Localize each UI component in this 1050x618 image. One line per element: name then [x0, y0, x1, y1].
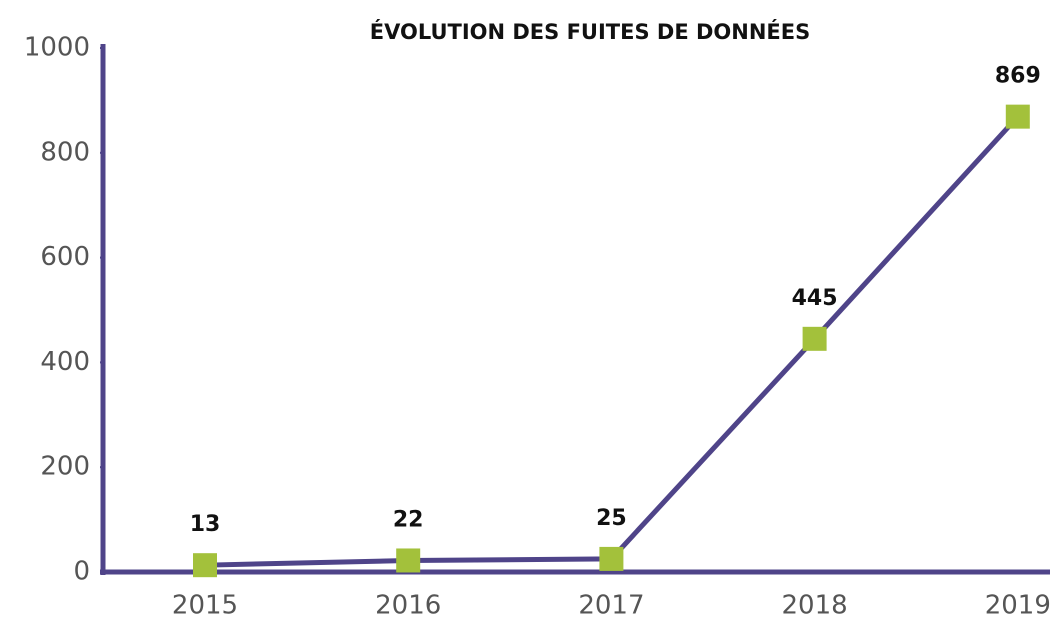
marker	[599, 546, 624, 571]
data-label: 22	[393, 507, 424, 532]
data-label: 445	[792, 286, 838, 311]
marker	[193, 553, 217, 578]
data-label: 13	[190, 512, 221, 537]
y-tick-label: 800	[40, 137, 90, 167]
y-tick-label: 600	[40, 242, 90, 272]
marker	[802, 326, 827, 351]
data-label: 25	[596, 506, 627, 531]
y-tick-label: 0	[73, 557, 90, 587]
chart-title: ÉVOLUTION DES FUITES DE DONNÉES	[370, 19, 811, 44]
data-line	[204, 114, 1020, 568]
y-tick-label: 400	[40, 347, 90, 377]
x-tick-label: 2018	[782, 591, 848, 618]
data-label: 869	[995, 64, 1041, 89]
y-tick-label: 200	[40, 452, 90, 482]
y-tick-label: 1000	[24, 33, 90, 63]
x-tick-label: 2019	[985, 591, 1050, 618]
x-tick-label: 2017	[578, 591, 644, 618]
x-tick-label: 2015	[172, 591, 238, 618]
marker	[396, 548, 421, 573]
marker	[1005, 104, 1030, 129]
x-tick-label: 2016	[375, 591, 441, 618]
